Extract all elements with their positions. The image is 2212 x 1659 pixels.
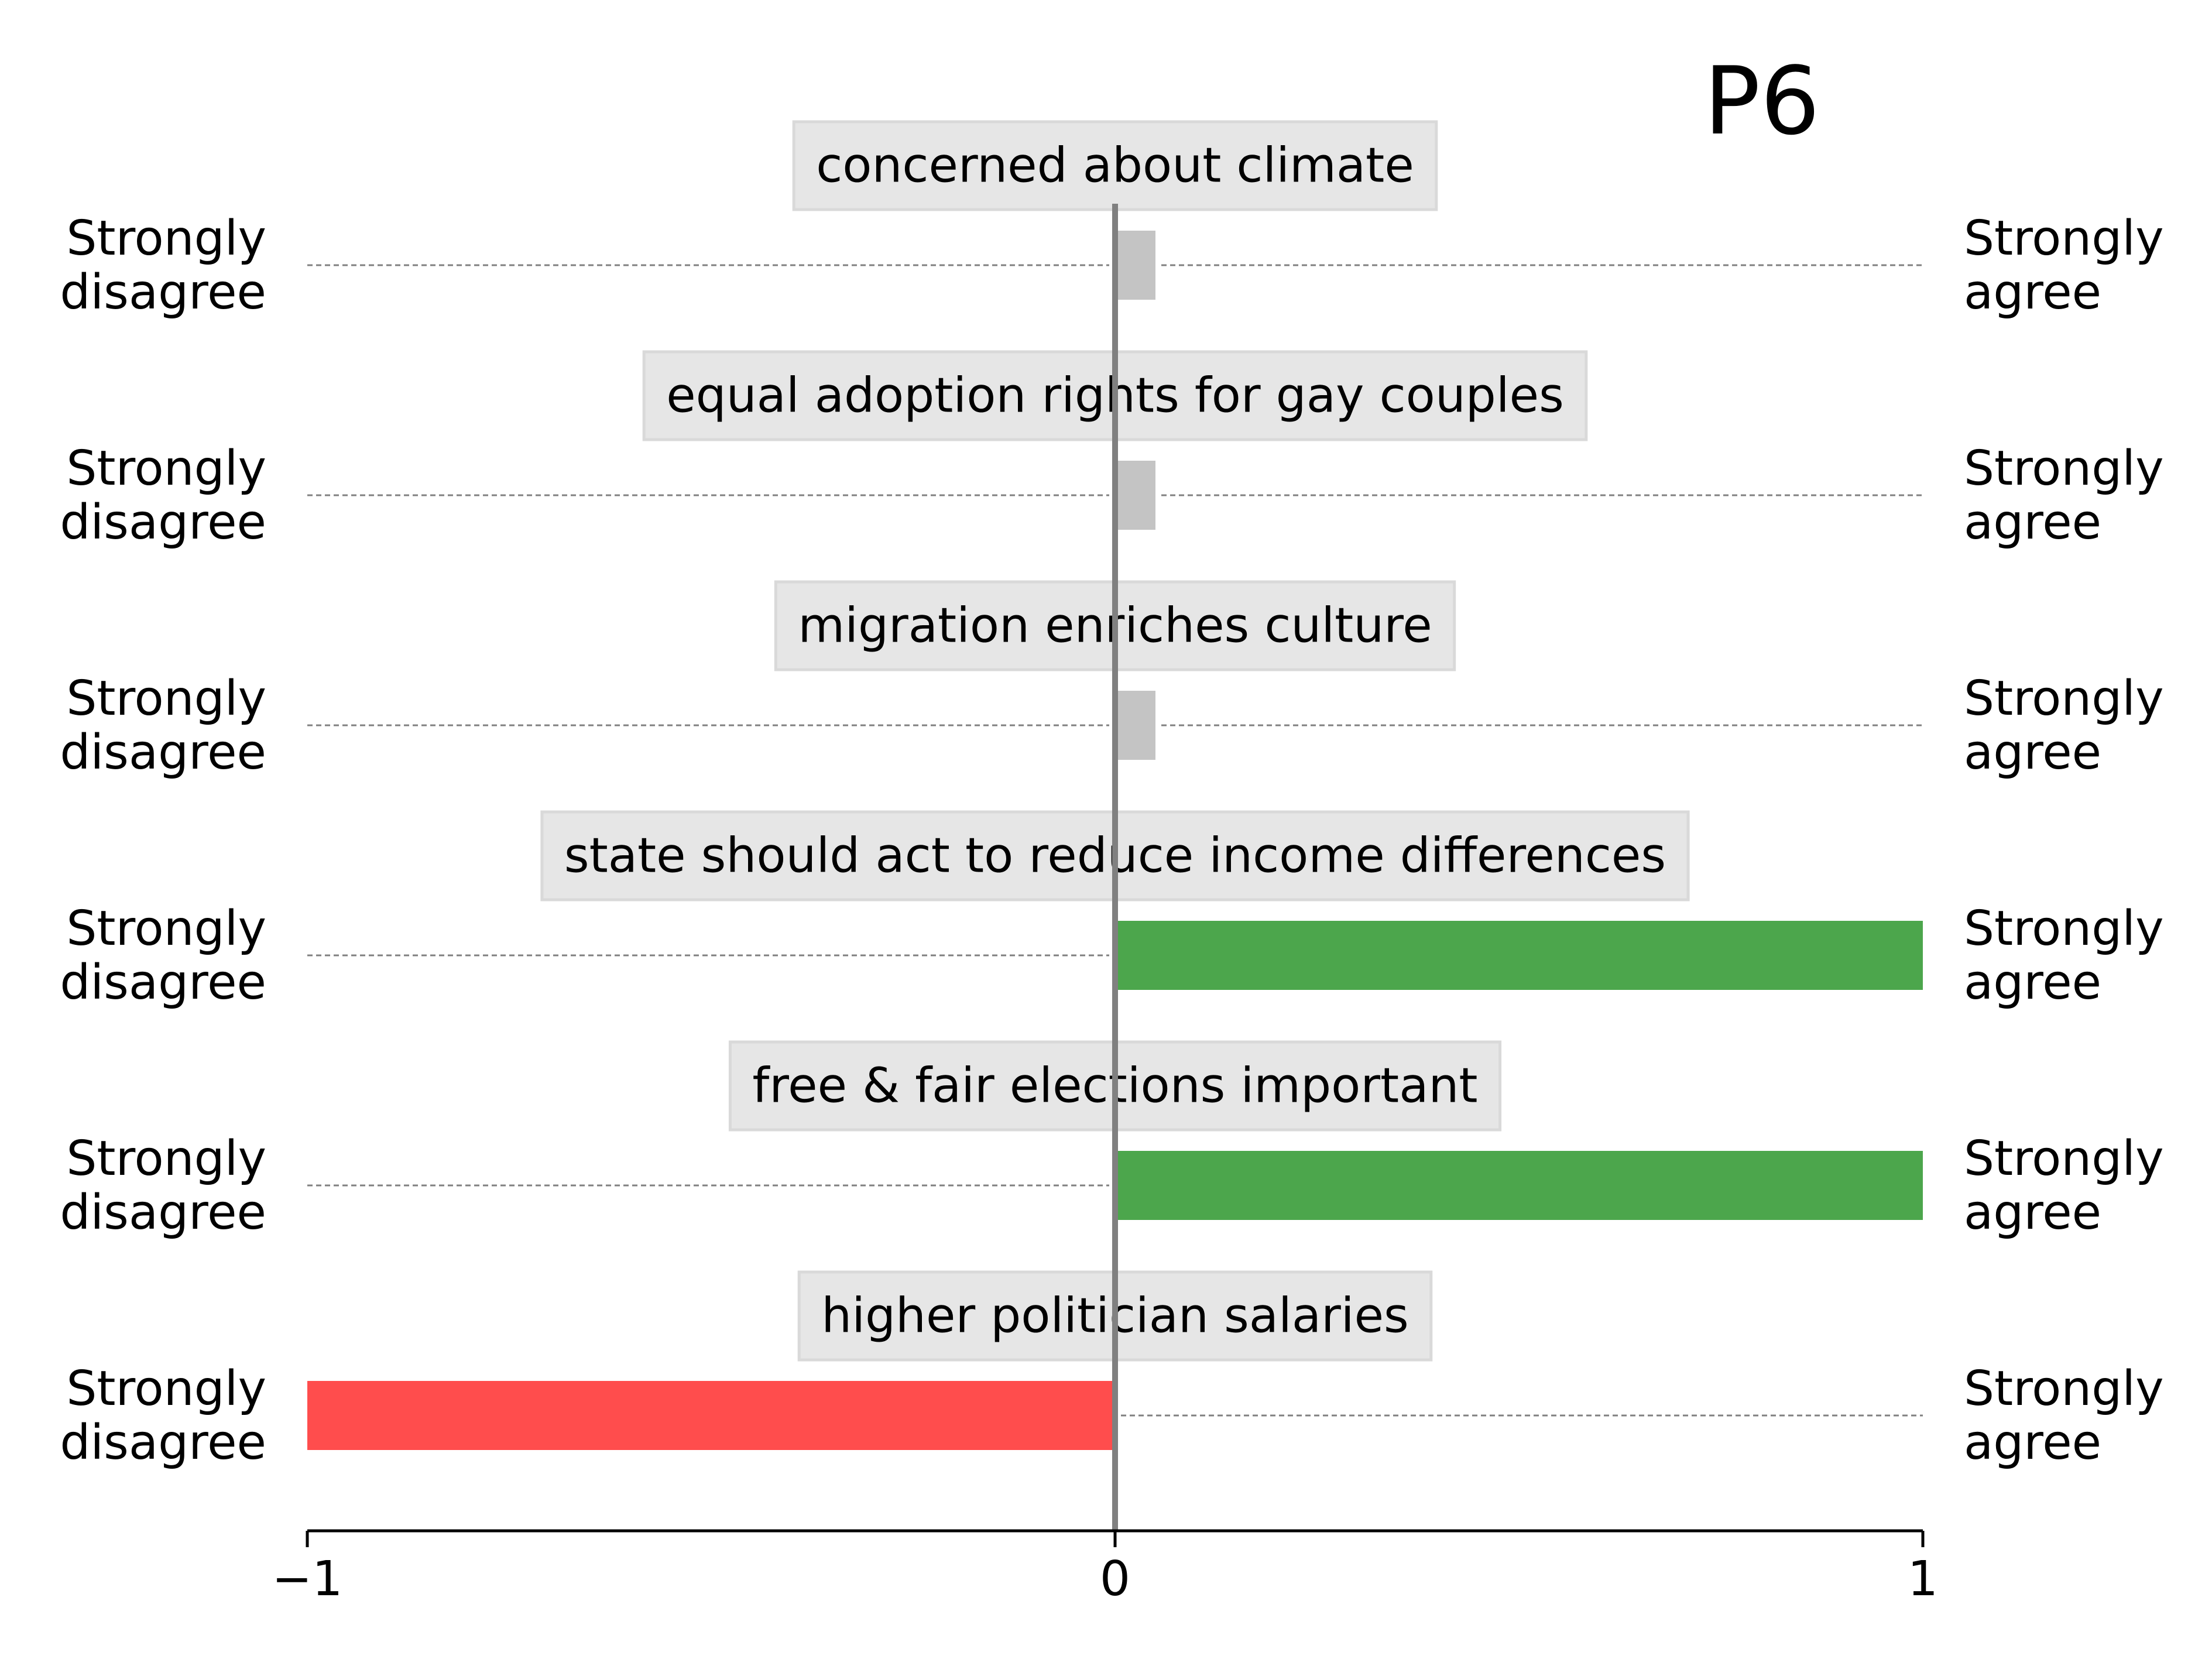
bar-agree (1115, 1151, 1923, 1220)
topic-label: concerned about climate (816, 138, 1414, 194)
x-tick-label: −1 (272, 1551, 343, 1607)
right-label-line: Strongly (1964, 1131, 2164, 1187)
right-label-line: agree (1964, 1185, 2101, 1240)
x-axis: −1 0 1 (272, 1529, 1938, 1607)
chart-title: P6 (1704, 46, 1820, 156)
left-label-line: disagree (60, 1415, 266, 1471)
left-label-strongly-disagree: Strongly disagree (60, 441, 266, 550)
right-label-line: Strongly (1964, 1361, 2164, 1417)
left-label-strongly-disagree: Strongly disagree (60, 1131, 266, 1240)
left-label-line: disagree (60, 495, 266, 550)
left-label-line: Strongly (66, 1131, 266, 1187)
left-label-strongly-disagree: Strongly disagree (60, 211, 266, 320)
right-label-strongly-agree: Strongly agree (1964, 901, 2164, 1010)
right-label-line: agree (1964, 1415, 2101, 1471)
right-label-line: agree (1964, 955, 2101, 1010)
right-label-strongly-agree: Strongly agree (1964, 1131, 2164, 1240)
right-label-line: agree (1964, 725, 2101, 780)
left-label-line: disagree (60, 1185, 266, 1240)
right-label-line: Strongly (1964, 901, 2164, 957)
left-label-strongly-disagree: Strongly disagree (60, 671, 266, 780)
bar-agree (1115, 921, 1923, 990)
left-label-line: Strongly (66, 441, 266, 496)
topic-label-box (792, 120, 1438, 211)
right-label-line: agree (1964, 495, 2101, 550)
bar-neutral (1115, 461, 1155, 530)
bar-neutral (1115, 691, 1155, 760)
left-label-line: Strongly (66, 901, 266, 957)
left-label-line: Strongly (66, 211, 266, 266)
right-label-strongly-agree: Strongly agree (1964, 671, 2164, 780)
right-label-strongly-agree: Strongly agree (1964, 211, 2164, 320)
x-tick-label: 1 (1908, 1551, 1938, 1607)
left-label-line: Strongly (66, 671, 266, 726)
bar-neutral (1115, 231, 1155, 300)
right-label-line: Strongly (1964, 211, 2164, 266)
right-label-strongly-agree: Strongly agree (1964, 441, 2164, 550)
bar-disagree (307, 1381, 1115, 1450)
left-label-line: disagree (60, 725, 266, 780)
guide-lines (307, 264, 1923, 1417)
right-label-line: Strongly (1964, 671, 2164, 726)
right-label-strongly-agree: Strongly agree (1964, 1361, 2164, 1471)
left-label-strongly-disagree: Strongly disagree (60, 901, 266, 1010)
left-label-strongly-disagree: Strongly disagree (60, 1361, 266, 1471)
left-label-line: disagree (60, 265, 266, 320)
x-tick-label: 0 (1100, 1551, 1130, 1607)
right-label-line: Strongly (1964, 441, 2164, 496)
bars (307, 231, 1923, 1450)
left-label-line: disagree (60, 955, 266, 1010)
left-label-line: Strongly (66, 1361, 266, 1417)
right-label-line: agree (1964, 265, 2101, 320)
